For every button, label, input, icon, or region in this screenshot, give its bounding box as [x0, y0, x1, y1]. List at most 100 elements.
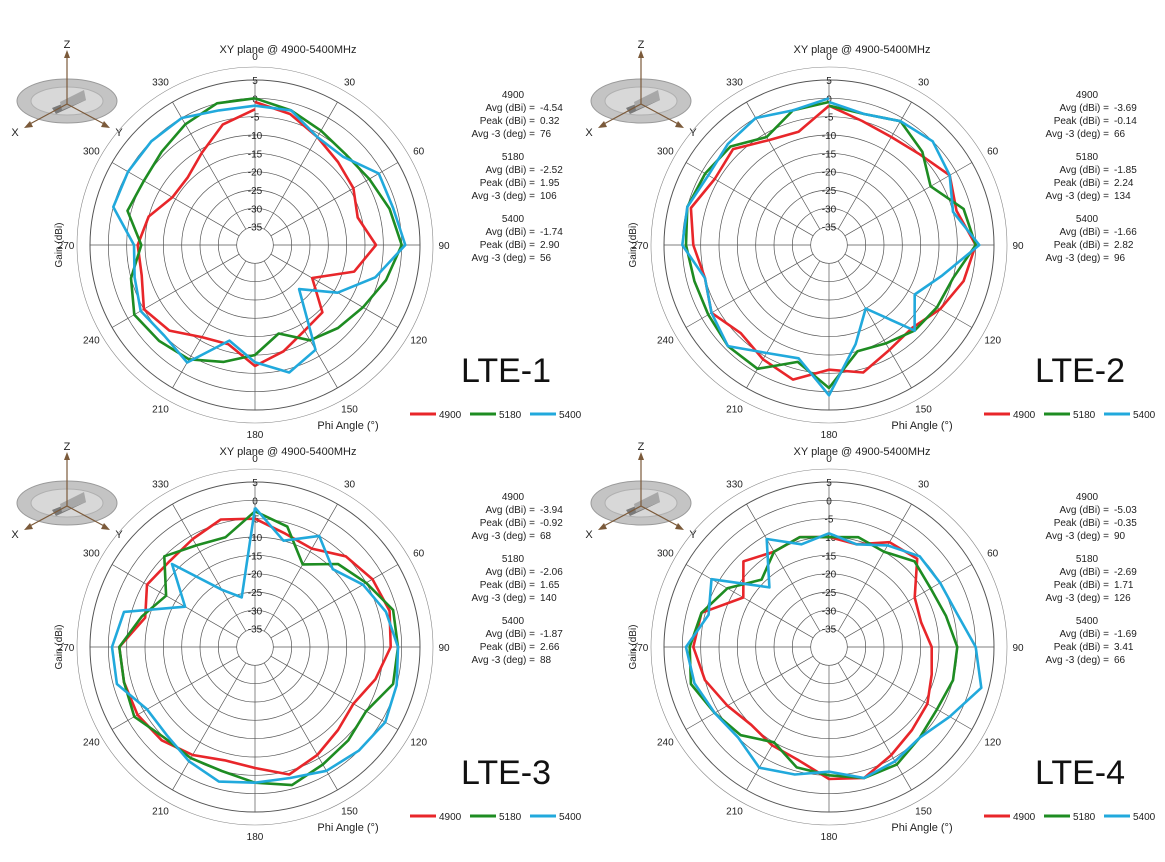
panel-label: LTE-4 [1035, 754, 1125, 792]
stats-value: -0.92 [540, 518, 563, 529]
stats-label: Avg (dBi) = [1059, 165, 1109, 176]
angle-tick-label: 0 [826, 454, 832, 465]
stats-label: Peak (dBi) = [480, 116, 535, 127]
radial-tick-label: 0 [826, 496, 832, 507]
outer-ring [650, 468, 1008, 826]
series-line-5400 [110, 506, 400, 785]
stats-label: Peak (dBi) = [1054, 518, 1109, 529]
antenna-orientation-icon: Z X Y [585, 39, 697, 139]
stats-label: Peak (dBi) = [480, 178, 535, 189]
axis-label-y: Y [689, 127, 697, 139]
stats-value: 0.32 [540, 116, 560, 127]
angle-tick-label: 90 [438, 241, 450, 252]
stats-label: Peak (dBi) = [1054, 580, 1109, 591]
legend-label-5180: 5180 [499, 812, 522, 823]
stats-label: Avg -3 (deg) = [472, 593, 536, 604]
stats-label: Peak (dBi) = [480, 518, 535, 529]
stats-value: -1.87 [540, 629, 563, 640]
grid-spoke [172, 662, 247, 791]
antenna-top [60, 90, 86, 110]
grid-spoke [172, 260, 247, 389]
axis-label-y: Y [115, 529, 123, 541]
radial-tick-label: -30 [822, 204, 837, 215]
y-axis-arrow [675, 523, 684, 530]
stats-frequency: 5180 [1076, 554, 1099, 565]
series-line-5400 [112, 104, 407, 374]
antenna-orientation-icon: Z X Y [11, 39, 123, 139]
z-axis-arrow [638, 50, 644, 58]
panel-label: LTE-3 [461, 754, 551, 792]
grid-spoke [111, 564, 240, 639]
angle-tick-label: 60 [987, 147, 999, 158]
stats-label: Peak (dBi) = [1054, 240, 1109, 251]
y-axis-label: Gain (dBi) [628, 222, 639, 267]
grid-spoke [172, 503, 247, 632]
angle-tick-label: 120 [410, 738, 427, 749]
stats-label: Avg (dBi) = [485, 505, 535, 516]
panel-label: LTE-1 [461, 352, 551, 390]
stats-value: 88 [540, 655, 552, 666]
z-axis-arrow [638, 452, 644, 460]
grid-spoke [263, 503, 338, 632]
antenna-orientation-icon: Z X Y [585, 441, 697, 541]
grid-ring [236, 226, 274, 264]
legend-label-5400: 5400 [559, 410, 582, 421]
series-line-5180 [688, 535, 959, 780]
angle-tick-label: 210 [726, 405, 743, 416]
radial-tick-label: -20 [248, 168, 263, 179]
angle-tick-label: 180 [247, 832, 264, 843]
radial-tick-label: 5 [826, 478, 832, 489]
stats-value: -3.94 [540, 505, 563, 516]
angle-tick-label: 30 [344, 77, 356, 88]
legend-label-4900: 4900 [1013, 410, 1036, 421]
y-axis-arrow [101, 523, 110, 530]
angle-tick-label: 150 [915, 807, 932, 818]
angle-tick-label: 330 [152, 479, 169, 490]
radial-tick-label: -15 [248, 149, 263, 160]
angle-tick-label: 90 [1012, 241, 1024, 252]
grid-spoke [263, 101, 338, 230]
x-axis-arrow [598, 523, 607, 530]
antenna-orientation-icon: Z X Y [11, 441, 123, 541]
series-line-4900 [118, 517, 393, 776]
angle-tick-label: 300 [657, 549, 674, 560]
polar-chart-lte-4: ZX YXY plane @ 4900-5400MHz03060901201501… [585, 441, 1155, 843]
radial-tick-label: 0 [252, 496, 258, 507]
angle-tick-label: 180 [821, 430, 838, 441]
axis-label-y: Y [115, 127, 123, 139]
radial-tick-label: -5 [825, 113, 834, 124]
grid-spoke [837, 662, 912, 791]
z-axis-arrow [64, 50, 70, 58]
stats-label: Peak (dBi) = [480, 240, 535, 251]
x-axis-line [601, 505, 642, 528]
stats-label: Peak (dBi) = [1054, 116, 1109, 127]
stats-label: Avg -3 (deg) = [1046, 655, 1110, 666]
grid-spoke [270, 253, 399, 328]
stats-label: Avg -3 (deg) = [1046, 593, 1110, 604]
stats-value: -0.35 [1114, 518, 1137, 529]
stats-value: 1.65 [540, 580, 560, 591]
angle-tick-label: 0 [252, 52, 258, 63]
grid-spoke [270, 564, 399, 639]
radial-tick-label: -15 [248, 551, 263, 562]
stats-label: Avg -3 (deg) = [1046, 191, 1110, 202]
radial-tick-label: -30 [822, 606, 837, 617]
stats-value: 66 [1114, 655, 1126, 666]
angle-tick-label: 210 [152, 405, 169, 416]
legend-label-5400: 5400 [559, 812, 582, 823]
stats-label: Peak (dBi) = [480, 642, 535, 653]
angle-tick-label: 30 [918, 77, 930, 88]
radial-tick-label: -35 [822, 625, 837, 636]
radial-tick-label: -10 [822, 131, 837, 142]
legend-label-4900: 4900 [439, 410, 462, 421]
stats-value: 90 [1114, 531, 1126, 542]
y-axis-arrow [101, 121, 110, 128]
stats-value: 68 [540, 531, 552, 542]
angle-tick-label: 150 [915, 405, 932, 416]
angle-tick-label: 180 [247, 430, 264, 441]
grid-spoke [844, 253, 973, 328]
stats-label: Peak (dBi) = [1054, 642, 1109, 653]
series-line-4900 [691, 535, 934, 781]
polar-chart-lte-2: ZX YXY plane @ 4900-5400MHz03060901201501… [585, 39, 1155, 441]
